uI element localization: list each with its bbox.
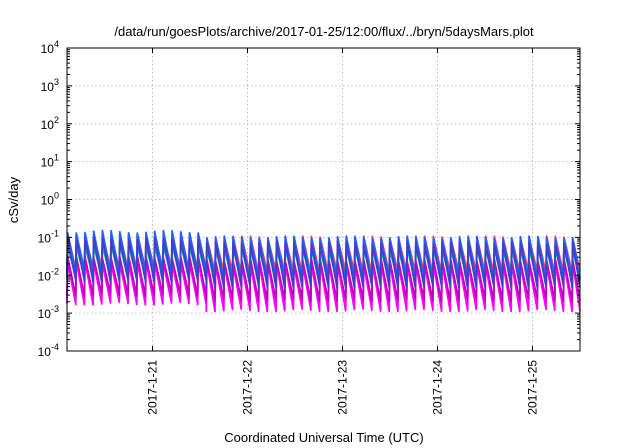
series-line-5 (66, 237, 581, 289)
y-axis-label: cSv/day (6, 176, 21, 223)
x-axis: 2017-1-21 2017-1-22 2017-1-23 2017-1-24 2017… (146, 48, 540, 415)
series-line-1 (66, 255, 581, 303)
y-tick-label: 103 (41, 77, 59, 94)
chart-title: /data/run/goesPlots/archive/2017-01-25/1… (114, 24, 534, 39)
x-tick-label: 2017-1-22 (241, 360, 255, 415)
x-tick-label: 2017-1-23 (336, 360, 350, 415)
y-axis: 104 103 102 101 100 10-1 10-2 10-3 10-4 (38, 39, 580, 359)
y-tick-label: 10-3 (38, 304, 59, 321)
y-tick-label: 101 (41, 153, 59, 170)
y-tick-label: 100 (41, 191, 59, 208)
y-tick-label: 10-1 (38, 228, 59, 245)
x-axis-label: Coordinated Universal Time (UTC) (224, 430, 423, 445)
y-tick-label: 104 (41, 39, 59, 56)
y-tick-label: 102 (41, 115, 59, 132)
y-tick-label: 10-4 (38, 342, 59, 359)
y-tick-label: 10-2 (38, 266, 59, 283)
x-tick-label: 2017-1-25 (526, 360, 540, 415)
series-group (66, 229, 581, 313)
x-tick-label: 2017-1-21 (146, 360, 160, 415)
x-tick-label: 2017-1-24 (431, 360, 445, 415)
